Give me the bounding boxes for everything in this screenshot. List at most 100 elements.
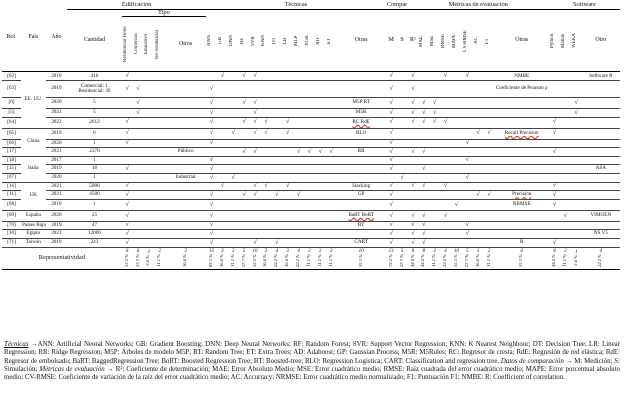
cell-tipo-check — [132, 190, 144, 200]
header-tec-2-label: DNN — [228, 35, 234, 46]
cell-tec-check — [314, 173, 326, 183]
cell-anio: 2021 — [45, 190, 68, 200]
cell-tec-check — [238, 80, 250, 99]
cell-met-check: √ — [418, 164, 430, 174]
cell-met-check — [450, 190, 462, 200]
cell-tec-otras — [336, 156, 386, 166]
cell-met-check — [483, 229, 495, 239]
cell-tec-check — [325, 97, 337, 110]
cell-comp-check: √ — [385, 117, 397, 129]
header-met-4-label: MAPE — [451, 33, 457, 48]
header-metricas: Métricas de evaluación — [407, 2, 549, 10]
cell-soft-check — [570, 128, 582, 140]
cell-tec-check — [314, 117, 326, 129]
cell-pais: Italia — [21, 156, 46, 183]
cell-tec-check: √ — [303, 147, 315, 157]
cell-ref: [62] — [2, 71, 22, 82]
cell-comp-check: √ — [385, 80, 397, 99]
cell-met-check — [440, 221, 451, 231]
cell-tec-check — [282, 221, 294, 231]
cell-tec-check — [282, 164, 294, 174]
cell-tec-check — [303, 210, 315, 222]
cell-met-check — [472, 164, 484, 174]
cell-tec-otras: M5P RT — [336, 97, 386, 110]
rep-tipo-count: 1 — [147, 250, 151, 256]
header-tec-4-label: SVR — [250, 35, 256, 46]
cell-tipo-check — [132, 139, 144, 149]
header-tec-11: ET — [325, 9, 337, 73]
header-met-2-label: MSE — [430, 35, 436, 46]
cell-cantidad: 410 — [67, 71, 122, 82]
cell-comp-check: √ — [385, 139, 397, 149]
cell-anio: 2020 — [45, 173, 68, 183]
cell-met-otras: Recall Precision — [494, 128, 549, 140]
cell-tec-check: √ — [206, 139, 217, 149]
rep-met-cell: 2 11.1 % — [483, 246, 495, 270]
cell-tec-check — [238, 238, 250, 248]
cell-met-otras — [494, 164, 549, 174]
table-row: [6] 2020 5 √ √ √ √ M5P RT √ √ √ √ √ — [2, 97, 620, 110]
table-row: [18] Italia 2017 1 √ √ √ — [2, 156, 620, 183]
cell-met-otras: R — [494, 238, 549, 248]
cell-tec-check — [238, 173, 250, 183]
rep-tec-pct: 11.1 % — [229, 254, 235, 268]
cell-tipo-check — [132, 238, 144, 248]
cell-soft-check — [559, 221, 571, 231]
table-row: [67] 2020 1 Industrial √ √ √ √ — [2, 173, 620, 183]
cell-pais: EE. UU. — [21, 71, 46, 129]
cell-tipo-check — [143, 139, 155, 149]
cell-met-check — [429, 139, 441, 149]
cell-tec-otras — [336, 229, 386, 239]
cell-met-check: √ — [461, 173, 473, 183]
cell-tec-otras: BaRT BoRT — [336, 210, 386, 222]
cell-ref: [68] — [2, 199, 22, 211]
cell-tec-check — [314, 221, 326, 231]
cell-met-check — [450, 156, 462, 166]
cell-ref: [71] — [2, 238, 22, 248]
rep-met-count: 8 — [411, 248, 415, 254]
rep-tec-cell: 5 27.7 % — [238, 246, 250, 270]
cell-met-check: √ — [418, 229, 430, 239]
rep-met-count: 3 — [476, 248, 480, 254]
cell-met-check — [483, 71, 495, 82]
cell-met-check — [429, 229, 441, 239]
cell-tec-check: √ — [314, 147, 326, 157]
cell-tipo-check — [143, 229, 155, 239]
cell-met-check — [450, 182, 462, 192]
cell-comp-check: √ — [385, 97, 397, 110]
cell-met-otras — [494, 156, 549, 166]
cell-tec-check — [260, 221, 272, 231]
cell-tec-check — [314, 190, 326, 200]
rep-tec-pct: 11.1 % — [305, 254, 311, 268]
cell-tipo-otros — [165, 210, 207, 222]
cell-tec-check — [293, 117, 304, 129]
cell-tec-check — [303, 128, 315, 140]
rep-tec-count: 2 — [308, 249, 311, 255]
cell-cantidad: Comercial: 1 Residencial: 30 — [67, 80, 122, 99]
cell-met-otras — [494, 147, 549, 157]
cell-tec-check — [303, 139, 315, 149]
cell-met-check — [407, 156, 419, 166]
cell-soft-check — [559, 117, 571, 129]
cell-soft-check — [549, 210, 560, 222]
cell-tipo-check: √ — [121, 80, 133, 99]
cell-met-check — [429, 156, 441, 166]
cell-soft-check — [570, 229, 582, 239]
rep-tipo-cell: 1 5.6 % — [143, 246, 155, 270]
cell-comp-check: √ — [385, 128, 397, 140]
cell-soft-otro — [581, 173, 620, 183]
rep-soft-cell: 8 44.4 % — [549, 246, 560, 270]
cell-met-check: √ — [407, 238, 419, 248]
header-tipo-row: Residencial Hotel Comercial Educativo No re… — [2, 16, 620, 73]
header-tipo-1: Comercial — [132, 16, 144, 73]
cell-soft-check — [570, 139, 582, 149]
cell-met-check — [440, 108, 451, 118]
header-tec-1: GB — [216, 9, 228, 73]
cell-tec-check — [227, 71, 239, 82]
cell-tec-check — [271, 147, 283, 157]
cell-met-check — [429, 164, 441, 174]
cell-met-check — [429, 199, 441, 211]
cell-tec-check — [271, 128, 283, 140]
cell-met-check — [429, 71, 441, 82]
cell-tec-check — [260, 238, 272, 248]
